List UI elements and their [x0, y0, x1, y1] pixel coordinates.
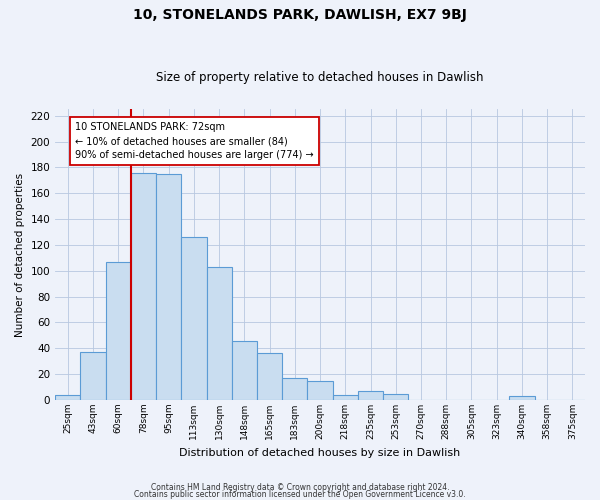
- Bar: [332, 395, 358, 400]
- Bar: [106, 262, 131, 400]
- Text: Contains public sector information licensed under the Open Government Licence v3: Contains public sector information licen…: [134, 490, 466, 499]
- Bar: [307, 380, 332, 400]
- Y-axis label: Number of detached properties: Number of detached properties: [15, 172, 25, 336]
- Bar: [509, 396, 535, 400]
- X-axis label: Distribution of detached houses by size in Dawlish: Distribution of detached houses by size …: [179, 448, 461, 458]
- Bar: [282, 378, 307, 400]
- Bar: [156, 174, 181, 400]
- Bar: [131, 172, 156, 400]
- Bar: [80, 352, 106, 400]
- Bar: [206, 267, 232, 400]
- Bar: [232, 340, 257, 400]
- Bar: [358, 391, 383, 400]
- Text: 10, STONELANDS PARK, DAWLISH, EX7 9BJ: 10, STONELANDS PARK, DAWLISH, EX7 9BJ: [133, 8, 467, 22]
- Text: 10 STONELANDS PARK: 72sqm
← 10% of detached houses are smaller (84)
90% of semi-: 10 STONELANDS PARK: 72sqm ← 10% of detac…: [76, 122, 314, 160]
- Bar: [55, 395, 80, 400]
- Bar: [257, 354, 282, 400]
- Bar: [383, 394, 409, 400]
- Text: Contains HM Land Registry data © Crown copyright and database right 2024.: Contains HM Land Registry data © Crown c…: [151, 484, 449, 492]
- Title: Size of property relative to detached houses in Dawlish: Size of property relative to detached ho…: [157, 72, 484, 85]
- Bar: [181, 237, 206, 400]
